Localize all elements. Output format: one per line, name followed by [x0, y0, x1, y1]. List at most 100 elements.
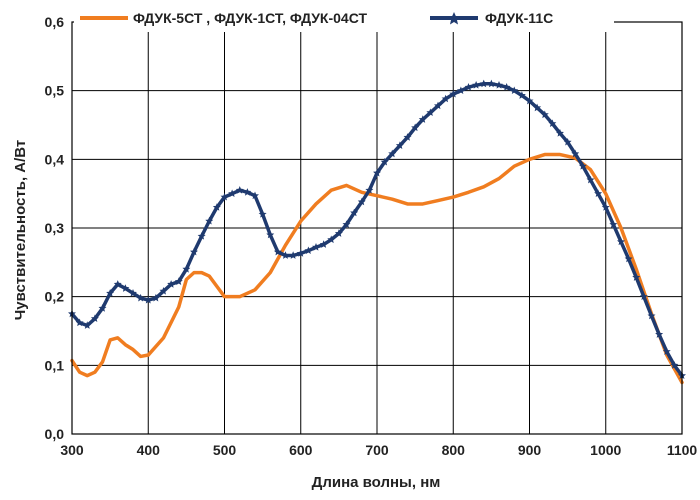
legend-label-fduk-11s: ФДУК-11С	[485, 10, 553, 26]
data-point-marker	[228, 189, 237, 198]
data-point-marker	[334, 229, 343, 237]
series-group	[68, 79, 686, 385]
y-tick-label: 0,2	[45, 289, 65, 305]
data-point-marker	[586, 175, 595, 184]
data-point-marker	[296, 249, 305, 257]
x-tick-label: 1000	[590, 442, 621, 458]
data-point-marker	[647, 311, 656, 320]
data-point-marker	[670, 361, 679, 369]
data-point-marker	[388, 149, 397, 158]
data-point-marker	[662, 347, 671, 355]
data-point-marker	[205, 216, 214, 225]
data-point-marker	[556, 129, 564, 137]
data-point-marker	[319, 240, 328, 248]
x-tick-label: 400	[137, 442, 161, 458]
data-point-marker	[571, 149, 580, 158]
data-point-marker	[174, 277, 183, 285]
data-point-marker	[350, 208, 359, 217]
data-point-marker	[517, 91, 526, 99]
data-point-marker	[426, 108, 435, 117]
data-point-marker	[190, 247, 198, 256]
data-point-marker	[403, 133, 412, 141]
y-tick-label: 0,5	[45, 83, 65, 99]
data-point-marker	[563, 137, 572, 146]
x-tick-label: 900	[518, 442, 542, 458]
y-tick-label: 0,0	[45, 426, 65, 442]
data-point-marker	[167, 280, 176, 288]
data-point-marker	[479, 79, 488, 88]
data-point-marker	[357, 197, 366, 206]
data-point-marker	[212, 203, 221, 211]
data-point-marker	[144, 295, 153, 304]
x-tick-label: 300	[60, 442, 84, 458]
data-point-marker	[540, 110, 549, 119]
series-1	[68, 79, 686, 380]
data-point-marker	[75, 318, 84, 327]
x-tick-label: 1100	[667, 442, 698, 458]
data-point-marker	[235, 186, 244, 194]
data-point-marker	[617, 237, 625, 246]
legend-label-fduk-5st: ФДУК-5СТ , ФДУК-1СТ, ФДУК-04СТ	[133, 10, 367, 26]
series-0	[70, 152, 684, 385]
x-tick-label: 600	[289, 442, 313, 458]
data-point-marker	[594, 189, 603, 198]
data-point-marker	[258, 210, 267, 218]
data-point-marker	[418, 115, 427, 123]
y-tick-label: 0,4	[45, 151, 65, 167]
data-point-marker	[609, 220, 618, 228]
data-point-marker	[487, 79, 496, 88]
data-point-marker	[98, 304, 107, 312]
x-tick-label: 500	[213, 442, 237, 458]
data-point-marker	[273, 247, 282, 256]
data-point-marker	[464, 83, 473, 91]
x-axis-label: Длина волны, нм	[312, 474, 441, 491]
data-point-marker	[113, 280, 122, 288]
data-point-marker	[624, 254, 633, 263]
data-point-marker	[365, 186, 374, 194]
data-point-marker	[495, 80, 503, 89]
data-point-marker	[289, 251, 298, 259]
legend: ФДУК-5СТ , ФДУК-1СТ, ФДУК-04СТ ФДУК-11С	[74, 6, 614, 32]
data-point-marker	[525, 96, 534, 105]
y-tick-label: 0,1	[45, 357, 65, 373]
grid	[71, 21, 683, 435]
data-point-marker	[639, 292, 648, 301]
data-point-marker	[251, 191, 259, 200]
data-point-marker	[151, 293, 160, 302]
y-axis-label: Чувствительность, А/Вт	[12, 140, 29, 321]
data-point-marker	[197, 232, 206, 240]
data-point-marker	[411, 123, 420, 132]
data-point-marker	[578, 162, 587, 170]
data-point-marker	[441, 94, 450, 103]
data-point-marker	[90, 314, 99, 323]
legend-star-marker	[447, 12, 461, 25]
data-point-marker	[243, 188, 252, 196]
data-point-marker	[121, 284, 130, 292]
data-point-marker	[312, 243, 320, 251]
data-point-marker	[281, 251, 290, 259]
series-line	[70, 152, 684, 385]
y-tick-label: 0,3	[45, 220, 65, 236]
data-point-marker	[182, 265, 191, 273]
data-point-marker	[434, 101, 442, 110]
x-tick-labels: 300 400 500 600 700 800 900 1000 1100	[60, 442, 697, 458]
data-point-marker	[373, 168, 381, 177]
data-point-marker	[502, 83, 511, 91]
data-point-marker	[159, 286, 168, 295]
data-point-marker	[327, 235, 336, 244]
data-point-marker	[304, 246, 313, 255]
y-tick-labels: 0,0 0,1 0,2 0,3 0,4 0,5 0,6	[45, 14, 65, 442]
data-point-marker	[632, 273, 641, 281]
data-point-marker	[655, 330, 664, 338]
x-tick-label: 700	[365, 442, 389, 458]
x-tick-label: 800	[442, 442, 466, 458]
y-tick-label: 0,6	[45, 14, 65, 30]
data-point-marker	[395, 141, 404, 149]
data-point-marker	[83, 321, 92, 329]
legend-background	[74, 6, 614, 32]
data-point-marker	[220, 192, 229, 201]
data-point-marker	[510, 86, 519, 95]
data-point-marker	[472, 80, 481, 89]
data-point-marker	[533, 103, 542, 112]
